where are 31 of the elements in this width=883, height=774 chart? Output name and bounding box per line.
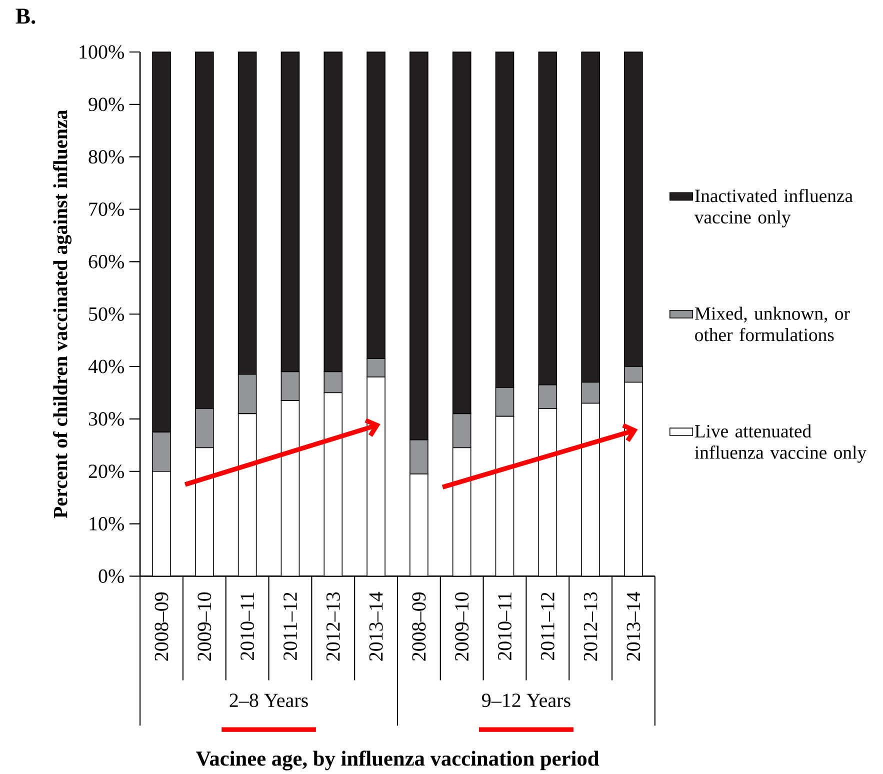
y-tick-label: 0% — [98, 570, 124, 584]
x-tick-label: 2013–14 — [369, 592, 383, 661]
y-axis-title: Percent of children vaccinated against influenza — [53, 110, 72, 518]
y-tick-label: 30% — [88, 412, 124, 426]
x-tick-label: 2013–14 — [626, 592, 640, 661]
x-tick-label: 2012–13 — [584, 592, 598, 661]
y-tick-label: 10% — [90, 517, 124, 531]
y-tick-label: 20% — [88, 464, 124, 478]
y-tick-label: 70% — [89, 202, 124, 216]
x-tick-label: 2009–10 — [455, 592, 469, 661]
x-tick-label: 2010–11 — [498, 592, 512, 660]
x-tick-label: 2008–09 — [412, 592, 426, 661]
text: 2–8 Years — [230, 694, 308, 708]
legend-label: Mixed, unknown, or other formulations — [694, 306, 850, 342]
y-tick-label: 80% — [88, 150, 124, 164]
chart-title: B. — [16, 8, 36, 24]
x-tick-label: 2008–09 — [154, 592, 168, 661]
x-tick-label: 2011–12 — [540, 592, 554, 660]
y-tick-label: 60% — [88, 255, 124, 269]
x-tick-label: 2011–12 — [283, 592, 297, 660]
text: 9–12 Years — [482, 694, 570, 708]
legend-label: Inactivated influenza vaccine only — [694, 189, 853, 228]
y-tick-label: 50% — [89, 308, 124, 322]
x-tick-label: 2012–13 — [326, 592, 340, 661]
x-axis-title: Vacinee age, by influenza vaccination period — [196, 750, 600, 770]
y-tick-label: 40% — [88, 360, 124, 374]
y-tick-label: 100% — [80, 45, 124, 59]
x-tick-label: 2010–11 — [240, 592, 254, 660]
legend-label: Live attenuated influenza vaccine only — [694, 424, 866, 463]
y-tick-label: 90% — [88, 98, 124, 112]
x-tick-label: 2009–10 — [198, 592, 212, 661]
